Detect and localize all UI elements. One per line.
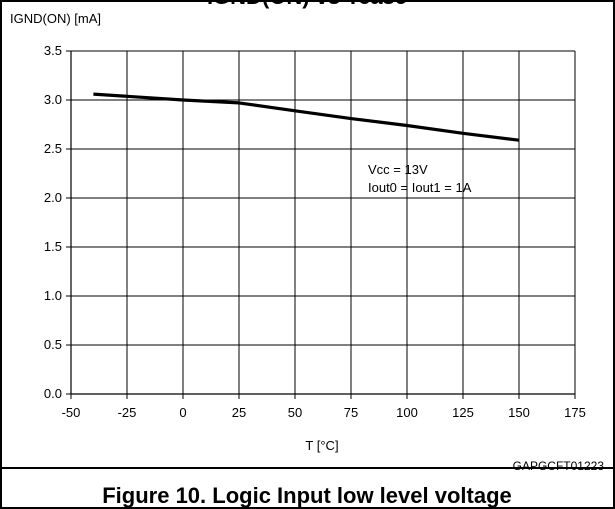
figure-caption: Figure 10. Logic Input low level voltage — [102, 483, 512, 508]
x-tick-label: 50 — [288, 405, 302, 420]
y-tick-label: 1.0 — [44, 288, 62, 303]
x-tick-label: 25 — [232, 405, 246, 420]
x-tick-label: 175 — [564, 405, 586, 420]
annotation-vcc: Vcc = 13V — [368, 162, 428, 177]
chart-title: IGND(ON) vs Tcase — [207, 0, 407, 9]
y-tick-labels: 0.0 0.5 1.0 1.5 2.0 2.5 3.0 3.5 — [44, 43, 62, 401]
grid — [71, 50, 576, 394]
y-tick-label: 2.0 — [44, 190, 62, 205]
series — [93, 92, 520, 142]
annotation-iout: Iout0 = Iout1 = 1A — [368, 180, 472, 195]
x-axis-title: T [°C] — [305, 438, 338, 453]
y-tick-label: 3.0 — [44, 92, 62, 107]
y-tick-label: 0.0 — [44, 386, 62, 401]
y-tick-label: 1.5 — [44, 239, 62, 254]
x-tick-label: 75 — [344, 405, 358, 420]
x-tick-label: -25 — [118, 405, 137, 420]
x-tick-label: 0 — [179, 405, 186, 420]
y-axis-title: IGND(ON) [mA] — [10, 11, 101, 26]
x-tick-label: -50 — [62, 405, 81, 420]
x-tick-label: 150 — [508, 405, 530, 420]
y-tick-label: 0.5 — [44, 337, 62, 352]
axes — [66, 50, 576, 399]
figure-reference-code: GAPGCFT01223 — [513, 459, 605, 473]
y-tick-label: 2.5 — [44, 141, 62, 156]
x-tick-labels: -50 -25 0 25 50 75 100 125 150 175 — [62, 405, 586, 420]
series-line — [93, 92, 520, 142]
x-tick-label: 100 — [396, 405, 418, 420]
y-tick-label: 3.5 — [44, 43, 62, 58]
x-tick-label: 125 — [452, 405, 474, 420]
